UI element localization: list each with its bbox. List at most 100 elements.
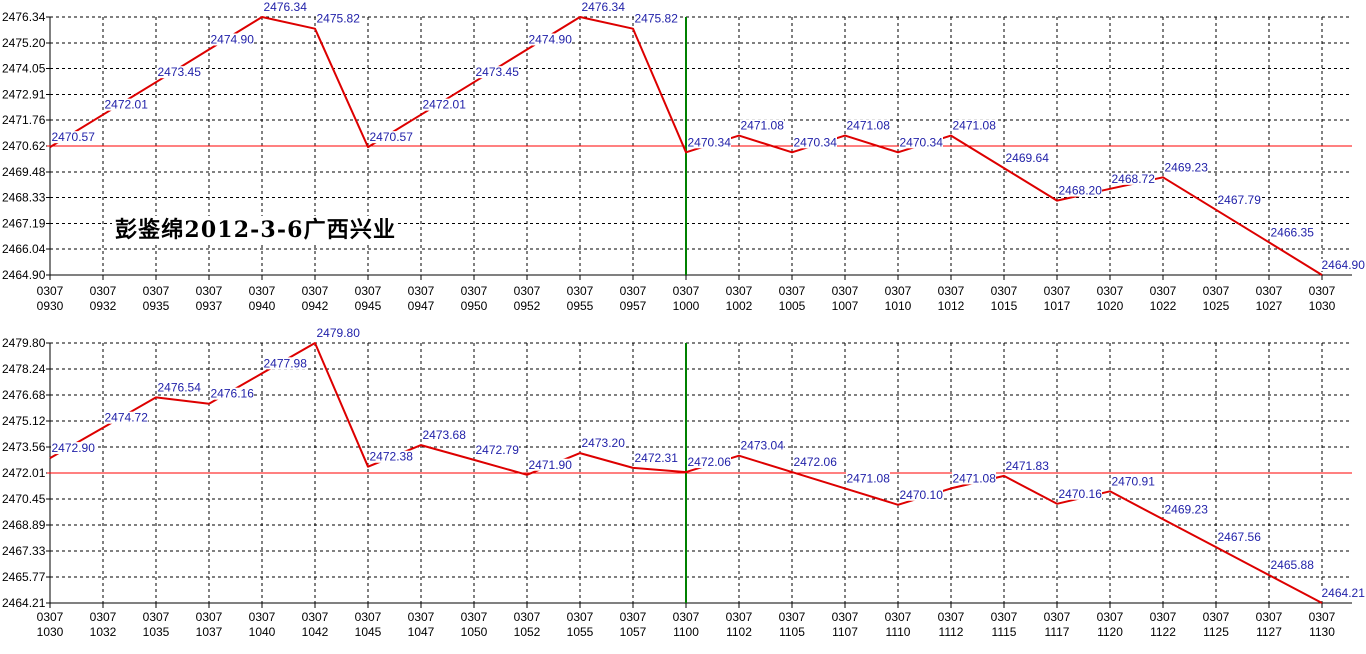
x-tick-date-label: 0307 [832,284,859,298]
x-tick-time-label: 0945 [355,299,382,313]
data-label: 2470.91 [1112,474,1156,488]
x-tick-date-label: 0307 [1203,610,1230,624]
y-tick-label: 2476.68 [2,388,46,402]
x-tick-date-label: 0307 [567,610,594,624]
y-tick-label: 2470.45 [2,492,46,506]
x-tick-time-label: 1047 [408,625,435,639]
x-tick-time-label: 1100 [673,625,699,639]
data-label-bg [316,12,360,25]
x-tick-time-label: 0935 [143,299,170,313]
x-tick-date-label: 0307 [355,284,382,298]
x-tick-date-label: 0307 [461,284,488,298]
x-tick-date-label: 0307 [37,284,64,298]
x-tick-date-label: 0307 [355,610,382,624]
y-tick-label: 2468.33 [2,191,46,205]
x-tick-time-label: 1002 [726,299,753,313]
data-label: 2469.23 [1165,502,1209,516]
x-tick-date-label: 0307 [620,284,647,298]
x-tick-time-label: 1042 [302,625,329,639]
x-tick-time-label: 0932 [90,299,117,313]
chart-annotation: 彭鉴绵2012-3-6广西兴业 [115,217,395,243]
x-tick-date-label: 0307 [143,284,170,298]
data-label: 2471.08 [741,119,785,133]
data-label-bg [952,119,996,132]
data-label: 2474.90 [211,32,255,46]
x-tick-date-label: 0307 [673,610,700,624]
data-label-bg [1270,559,1314,572]
x-tick-time-label: 1122 [1150,625,1176,639]
data-label-bg [104,411,148,424]
data-label-bg [528,458,572,471]
x-tick-date-label: 0307 [514,610,541,624]
x-tick-date-label: 0307 [37,610,64,624]
x-tick-date-label: 0307 [1150,284,1177,298]
data-label: 2476.34 [264,0,308,14]
y-tick-label: 2464.21 [2,596,46,610]
data-label-bg [1270,226,1314,239]
y-tick-label: 2468.89 [2,518,46,532]
x-tick-time-label: 0940 [249,299,276,313]
data-label: 2473.45 [476,65,520,79]
x-tick-time-label: 1020 [1097,299,1124,313]
data-label-bg [51,131,95,144]
x-tick-date-label: 0307 [885,610,912,624]
x-tick-date-label: 0307 [1256,610,1283,624]
data-label-bg [51,442,95,455]
data-label-bg [263,357,307,370]
y-tick-label: 2465.77 [2,570,46,584]
x-tick-date-label: 0307 [196,610,223,624]
data-label-bg [1005,152,1049,165]
x-tick-date-label: 0307 [832,610,859,624]
data-label-bg [581,1,625,13]
x-tick-date-label: 0307 [938,610,965,624]
x-tick-date-label: 0307 [90,284,117,298]
y-tick-label: 2476.34 [2,10,46,24]
y-tick-label: 2470.62 [2,139,46,153]
x-tick-date-label: 0307 [726,610,753,624]
data-label: 2471.90 [529,458,573,472]
x-tick-time-label: 1045 [355,625,382,639]
data-label: 2472.06 [688,455,732,469]
series-line [49,342,1323,604]
x-tick-date-label: 0307 [673,284,700,298]
x-tick-time-label: 1027 [1256,299,1283,313]
data-label: 2470.34 [688,135,732,149]
data-label: 2470.57 [52,130,96,144]
data-label: 2479.80 [317,326,361,340]
data-label-bg [899,136,943,149]
x-tick-date-label: 0307 [196,284,223,298]
x-tick-date-label: 0307 [249,284,276,298]
x-tick-date-label: 0307 [90,610,117,624]
x-tick-date-label: 0307 [991,284,1018,298]
x-tick-time-label: 0937 [196,299,223,313]
x-tick-time-label: 1030 [1309,299,1336,313]
data-label-bg [846,119,890,132]
x-tick-date-label: 0307 [1097,610,1124,624]
x-tick-time-label: 1005 [779,299,806,313]
y-tick-label: 2467.19 [2,216,46,230]
data-label-bg [475,443,519,456]
data-label: 2477.98 [264,356,308,370]
x-tick-time-label: 0942 [302,299,329,313]
x-tick-time-label: 1112 [939,625,964,639]
data-label: 2469.23 [1165,160,1209,174]
data-label: 2468.72 [1112,172,1156,186]
data-label: 2466.35 [1271,225,1315,239]
y-tick-label: 2469.48 [2,165,46,179]
x-tick-time-label: 1040 [249,625,276,639]
x-tick-date-label: 0307 [620,610,647,624]
x-tick-time-label: 1127 [1256,625,1282,639]
x-tick-time-label: 1117 [1045,625,1070,639]
y-tick-label: 2479.80 [2,336,46,350]
x-tick-time-label: 1050 [461,625,488,639]
x-tick-time-label: 1032 [90,625,117,639]
x-tick-date-label: 0307 [567,284,594,298]
y-tick-label: 2472.01 [2,466,46,480]
data-label-bg [475,66,519,79]
data-label-bg [104,98,148,111]
data-label-bg [528,33,572,46]
data-label: 2465.88 [1271,558,1315,572]
data-label-bg [1005,459,1049,472]
data-label: 2464.21 [1322,586,1366,600]
